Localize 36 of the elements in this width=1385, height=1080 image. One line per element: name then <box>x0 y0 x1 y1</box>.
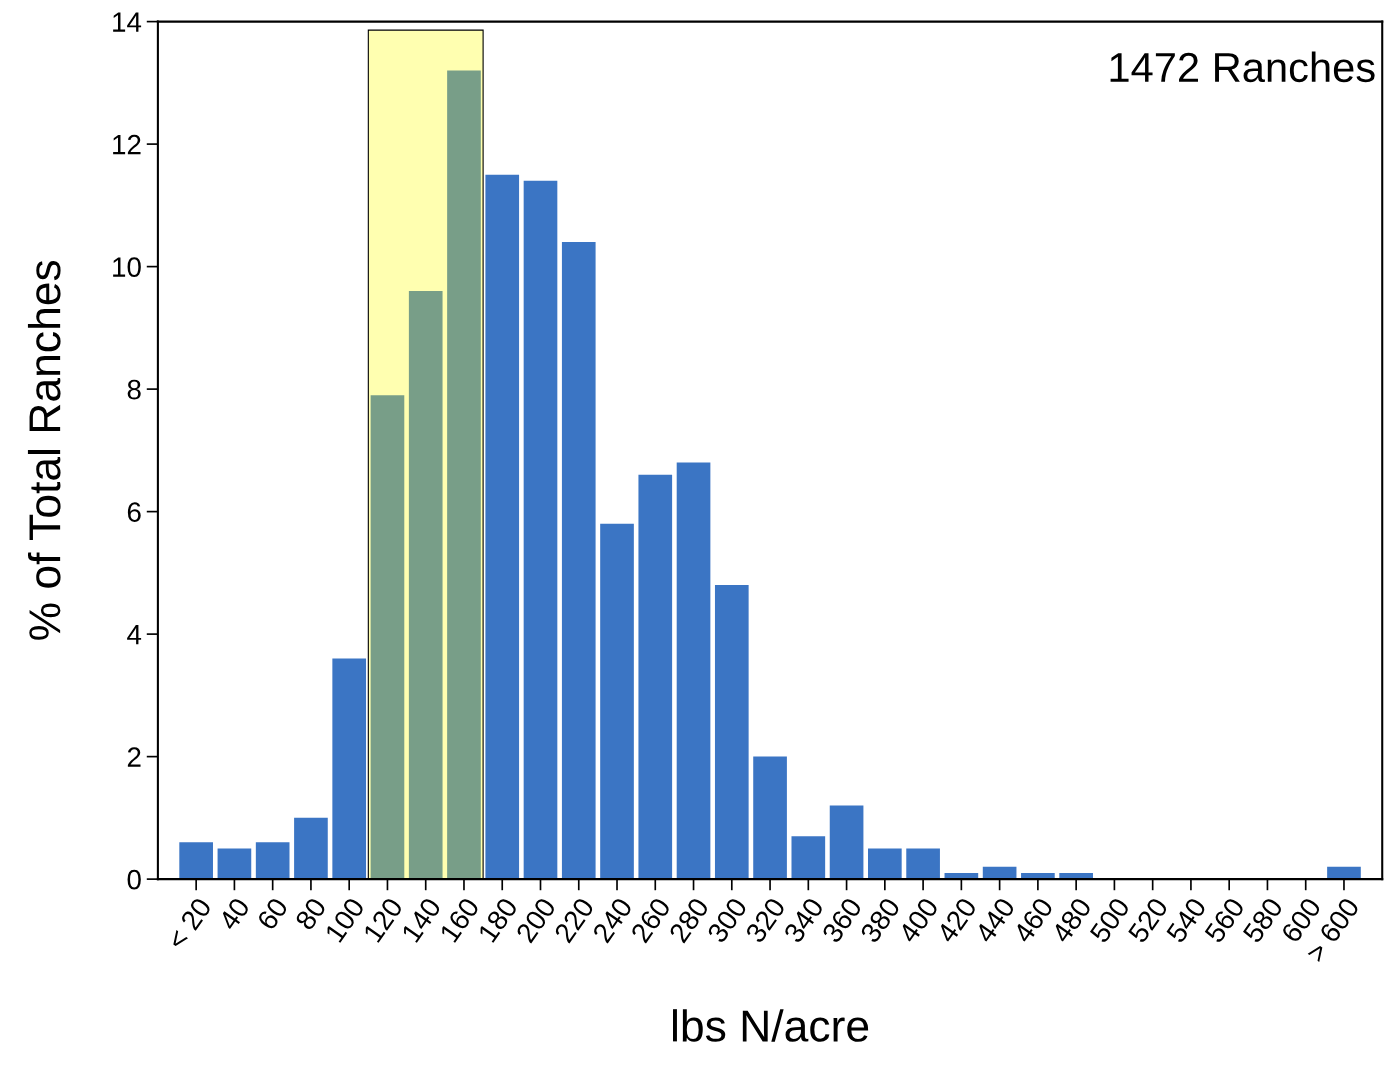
annotation: 1472 Ranches <box>1110 51 1375 83</box>
bar <box>408 291 443 880</box>
y-tick-label: 14 <box>113 12 142 32</box>
y-tick-label: 2 <box>127 747 141 767</box>
bar <box>294 817 328 880</box>
bar <box>676 462 711 880</box>
x-tick-label: 60 <box>256 896 289 931</box>
bar <box>906 848 940 880</box>
x-tick-label: 160 <box>439 896 481 944</box>
y-tick-label: 8 <box>127 379 141 400</box>
y-tick-label: 6 <box>127 502 141 522</box>
bar <box>714 585 749 880</box>
bar <box>523 180 558 880</box>
bar <box>868 848 902 880</box>
bar <box>332 658 367 880</box>
y-tick-label: 10 <box>113 257 141 277</box>
bar <box>829 805 864 880</box>
x-axis-title: lbs N/acre <box>673 1009 869 1042</box>
y-tick-label: 4 <box>127 625 142 645</box>
x-tick-label: < 20 <box>166 896 213 951</box>
bar <box>561 242 596 880</box>
bar <box>753 756 787 880</box>
bar <box>217 848 252 880</box>
bar <box>600 523 634 880</box>
bar <box>370 395 405 880</box>
y-axis-title: % of Total Ranches <box>27 260 61 640</box>
bar <box>1327 866 1361 880</box>
y-tick-label: 12 <box>113 134 141 155</box>
bar <box>638 474 673 880</box>
bar <box>255 842 290 880</box>
bar <box>179 842 213 880</box>
bar <box>791 836 826 880</box>
y-tick-label: 0 <box>127 869 141 890</box>
bar <box>447 70 481 880</box>
bar <box>485 174 520 880</box>
x-tick-label: 40 <box>217 896 251 932</box>
